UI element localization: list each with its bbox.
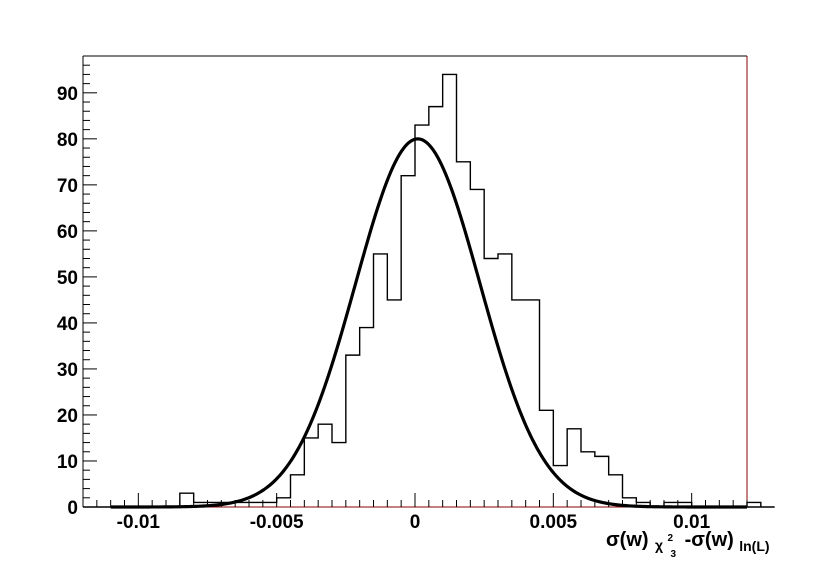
fit-curve [110, 137, 747, 509]
y-tick-label: 60 [57, 222, 78, 243]
x-tick-label: -0.005 [250, 512, 304, 533]
x-axis-title: σ(w) χ 2 3 -σ(w) ln(L) [606, 528, 770, 561]
y-tick-label: 20 [57, 406, 78, 427]
x-tick-label: 0.01 [673, 512, 710, 533]
gaussian-fit [110, 137, 747, 509]
y-tick-label: 0 [67, 498, 78, 519]
y-tick-label: 80 [57, 130, 78, 151]
y-tick-label: 30 [57, 360, 78, 381]
x-tick-label: 0 [410, 512, 421, 533]
y-tick-label: 10 [57, 452, 78, 473]
y-tick-label: 50 [57, 268, 78, 289]
x-tick-label: -0.01 [117, 512, 161, 533]
plot-frame [82, 55, 748, 508]
x-tick-label: 0.005 [530, 512, 578, 533]
y-axis: 0 10 20 30 40 50 60 70 80 90 [57, 55, 97, 519]
y-tick-label: 40 [57, 314, 78, 335]
y-tick-label: 70 [57, 176, 78, 197]
histogram [83, 73, 775, 508]
histogram-outline [83, 73, 775, 508]
x-axis: -0.01 -0.005 0 0.005 0.01 [82, 493, 748, 533]
y-tick-label: 90 [57, 84, 78, 105]
